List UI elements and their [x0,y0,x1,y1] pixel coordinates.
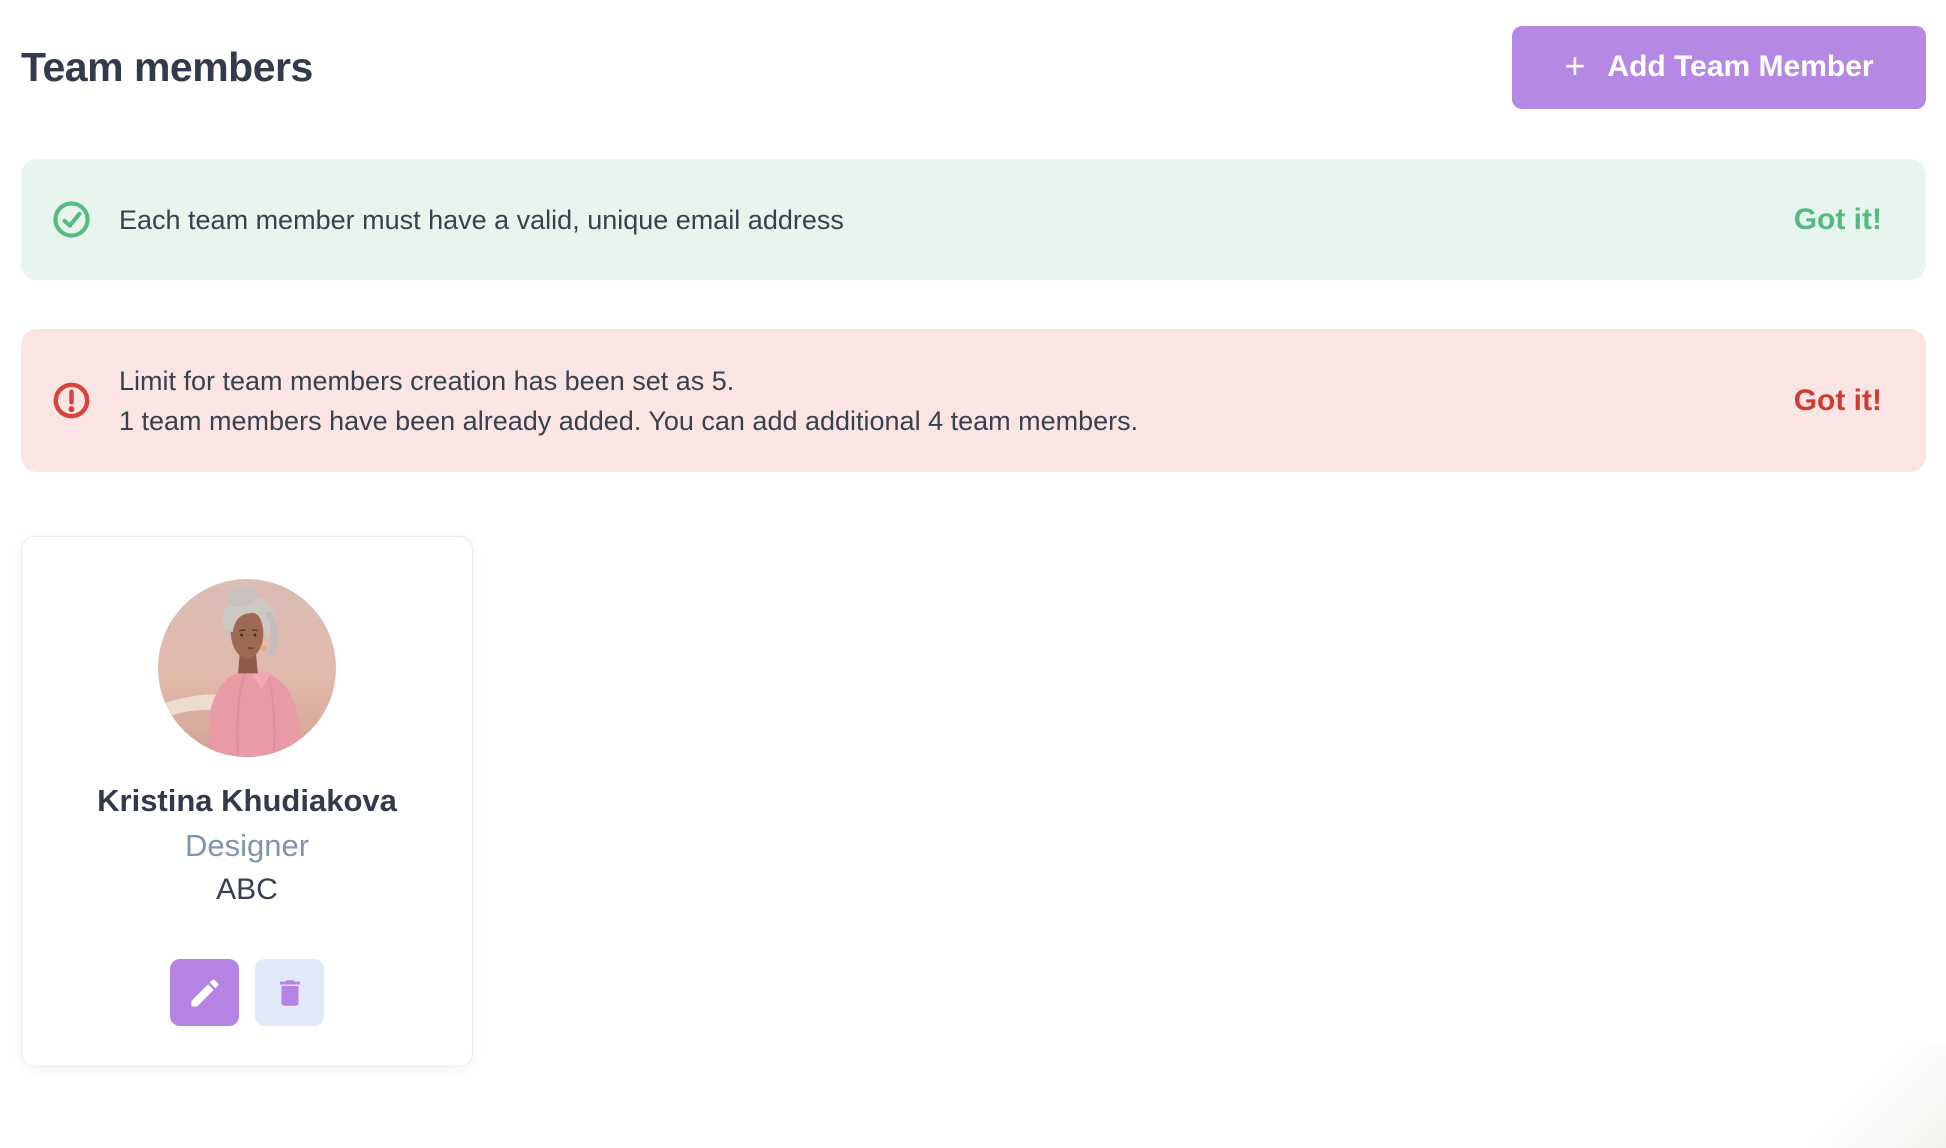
add-team-member-button[interactable]: + Add Team Member [1512,25,1926,109]
info-banner: Each team member must have a valid, uniq… [21,159,1926,280]
limit-warning-banner: Limit for team members creation has been… [21,329,1926,472]
limit-warning-text: Limit for team members creation has been… [119,361,1138,441]
member-card-list: Kristina Khudiakova Designer ABC [21,536,1926,1067]
alert-circle-icon [53,382,90,419]
limit-warning-line2: 1 team members have been already added. … [119,405,1139,436]
team-members-page: Team members + Add Team Member Each team… [21,25,1926,1067]
member-company: ABC [216,873,278,906]
info-banner-message: Each team member must have a valid, uniq… [119,204,844,235]
pencil-icon [191,978,219,1006]
member-role: Designer [184,828,310,863]
avatar [158,579,336,757]
got-it-button-info[interactable]: Got it! [1793,202,1882,236]
check-circle-icon [53,201,90,238]
member-actions [170,959,324,1026]
member-name: Kristina Khudiakova [97,783,397,818]
limit-warning-line1: Limit for team members creation has been… [119,365,735,396]
member-card: Kristina Khudiakova Designer ABC [21,536,473,1067]
plus-icon: + [1564,44,1586,86]
trash-icon [279,979,300,1006]
got-it-button-limit[interactable]: Got it! [1793,383,1882,417]
page-header: Team members + Add Team Member [21,25,1926,109]
add-team-member-label: Add Team Member [1607,50,1874,83]
delete-member-button[interactable] [255,959,324,1026]
page-title: Team members [21,43,313,90]
edit-member-button[interactable] [170,959,239,1026]
avatar-portrait-illustration [158,579,336,757]
